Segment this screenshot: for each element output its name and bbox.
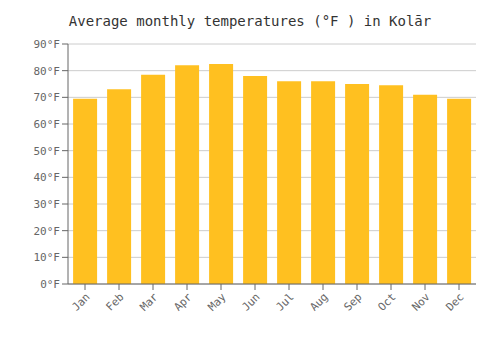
svg-text:Sep: Sep (341, 290, 364, 313)
svg-text:70°F: 70°F (34, 91, 61, 104)
svg-text:60°F: 60°F (34, 118, 61, 131)
svg-text:40°F: 40°F (34, 171, 61, 184)
svg-text:Mar: Mar (137, 290, 161, 314)
svg-text:Apr: Apr (171, 290, 195, 314)
html-text:Average monthly temperatures (: Average monthly temperatures (°F ) in Ko… (68, 13, 432, 29)
svg-text:Nov: Nov (409, 290, 433, 314)
svg-text:Oct: Oct (375, 290, 398, 313)
svg-text:Jun: Jun (239, 290, 262, 313)
svg-text:Jul: Jul (273, 290, 296, 313)
svg-text:50°F: 50°F (34, 145, 61, 158)
svg-text:10°F: 10°F (34, 251, 61, 264)
svg-text:Aug: Aug (307, 290, 330, 313)
svg-text:30°F: 30°F (34, 198, 61, 211)
svg-text:20°F: 20°F (34, 225, 61, 238)
svg-text:80°F: 80°F (34, 65, 61, 78)
svg-text:Feb: Feb (103, 290, 126, 313)
svg-text:Jan: Jan (69, 290, 92, 313)
svg-text:May: May (205, 290, 229, 314)
svg-text:90°F: 90°F (34, 38, 61, 51)
svg-text:Dec: Dec (443, 290, 466, 313)
svg-text:0°F: 0°F (40, 278, 60, 291)
